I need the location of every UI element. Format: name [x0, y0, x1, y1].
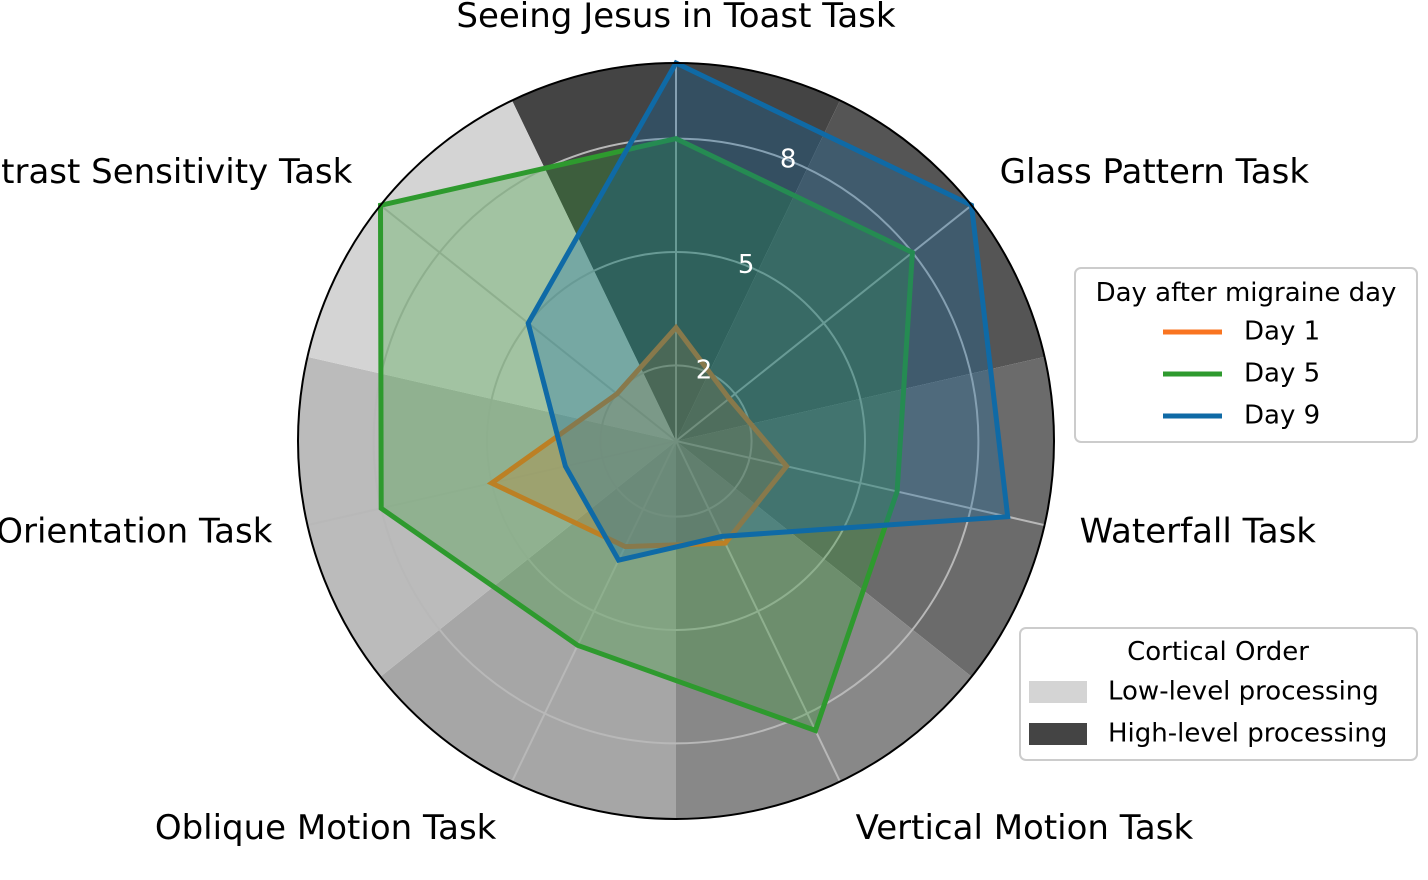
spoke-glass-pattern-task	[675, 204, 973, 442]
legend-label-low-level-processing: Low-level processing	[1108, 677, 1379, 707]
sector-orientation-task	[298, 356, 676, 677]
spoke-waterfall-task	[675, 440, 1045, 527]
legend-series-title: Day after migraine day	[1096, 278, 1397, 308]
legend-label-high-level-processing: High-level processing	[1108, 719, 1387, 749]
legend-series: Day after migraine day Day 1 Day 5 Day 9	[1074, 267, 1418, 443]
axis-label-orientation-task: Orientation Task	[0, 512, 273, 552]
sector-glass-pattern-task	[676, 100, 1045, 441]
legend-order: Cortical Order Low-level processing High-…	[1019, 627, 1418, 761]
legend-patch-high-level-processing	[1029, 723, 1087, 745]
radial-ticks: 2 5 8	[696, 145, 797, 386]
legend-label-day-5: Day 5	[1244, 359, 1320, 389]
axis-label-glass-pattern-task: Glass Pattern Task	[1000, 152, 1310, 192]
sector-contrast-sensitivity-task	[307, 100, 676, 441]
legend-order-title: Cortical Order	[1127, 637, 1309, 667]
radial-tick-label-2: 2	[696, 355, 713, 385]
radial-tick-label-8: 8	[780, 145, 797, 175]
axis-label-oblique-motion-task: Oblique Motion Task	[155, 808, 497, 848]
legend-label-day-1: Day 1	[1244, 317, 1320, 347]
spoke-vertical-motion-task	[675, 440, 841, 783]
radial-tick-label-5: 5	[738, 250, 755, 280]
axis-labels: Seeing Jesus in Toast Task Glass Pattern …	[0, 0, 1316, 848]
outer-ring	[297, 62, 1055, 820]
series-day-5	[377, 135, 916, 734]
series-group	[377, 59, 1011, 734]
spoke-oblique-motion-task	[511, 440, 677, 783]
legend-patch-low-level-processing	[1029, 681, 1087, 703]
legend-label-day-9: Day 9	[1244, 401, 1320, 431]
axis-label-seeing-jesus-in-toast-task: Seeing Jesus in Toast Task	[456, 0, 896, 36]
axis-label-vertical-motion-task: Vertical Motion Task	[856, 808, 1194, 848]
axis-label-waterfall-task: Waterfall Task	[1080, 512, 1317, 552]
axis-label-contrast-sensitivity-task: Contrast Sensitivity Task	[0, 152, 353, 192]
series-day-9	[525, 59, 1011, 564]
sector-waterfall-task	[676, 356, 1054, 677]
